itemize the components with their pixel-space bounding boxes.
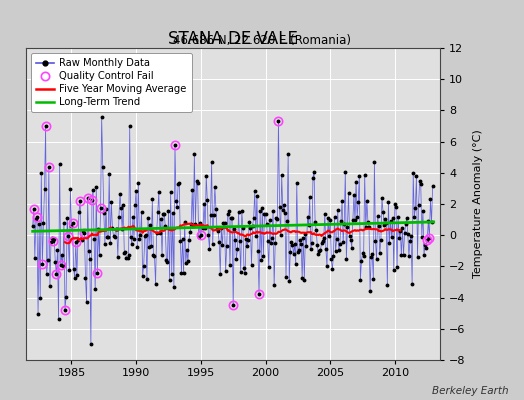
Legend: Raw Monthly Data, Quality Control Fail, Five Year Moving Average, Long-Term Tren: Raw Monthly Data, Quality Control Fail, …	[31, 53, 192, 112]
Text: 46.686 N, 22.620 E (Romania): 46.686 N, 22.620 E (Romania)	[173, 34, 351, 47]
Y-axis label: Temperature Anomaly (°C): Temperature Anomaly (°C)	[473, 130, 483, 278]
Text: Berkeley Earth: Berkeley Earth	[432, 386, 508, 396]
Title: STANA DE VALE: STANA DE VALE	[168, 30, 298, 48]
